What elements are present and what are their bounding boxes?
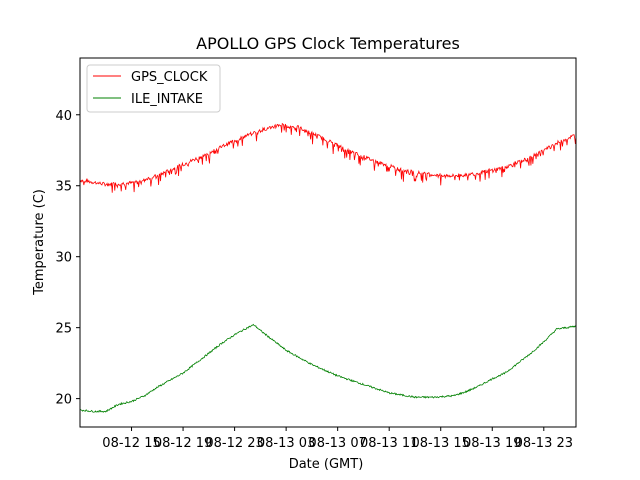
y-tick-label: 30 [55, 251, 72, 266]
y-tick-label: 40 [55, 109, 72, 124]
axes-frame [79, 57, 577, 428]
x-tick-label: 08-13 07 [308, 436, 366, 451]
series-line-gps-clock [79, 122, 577, 193]
x-tick-label: 08-12 15 [102, 436, 160, 451]
x-axis-label: Date (GMT) [289, 457, 364, 472]
x-tick-label: 08-13 03 [257, 436, 315, 451]
x-tick-label: 08-13 19 [463, 436, 521, 451]
x-tick-label: 08-13 23 [515, 436, 573, 451]
legend-label-gps-clock: GPS_CLOCK [131, 70, 208, 85]
legend-label-ile-intake: ILE_INTAKE [131, 92, 203, 107]
series-line-ile-intake [79, 323, 577, 413]
legend-box [86, 64, 221, 113]
y-tick-label: 35 [55, 180, 72, 195]
y-axis-label: Temperature (C) [32, 189, 47, 296]
x-tick-label: 08-12 23 [205, 436, 263, 451]
y-tick-label: 25 [55, 322, 72, 337]
x-tick-label: 08-13 11 [360, 436, 418, 451]
chart-title: APOLLO GPS Clock Temperatures [196, 34, 460, 53]
y-tick-label: 20 [55, 393, 72, 408]
x-tick-label: 08-12 19 [154, 436, 212, 451]
x-tick-label: 08-13 15 [412, 436, 470, 451]
